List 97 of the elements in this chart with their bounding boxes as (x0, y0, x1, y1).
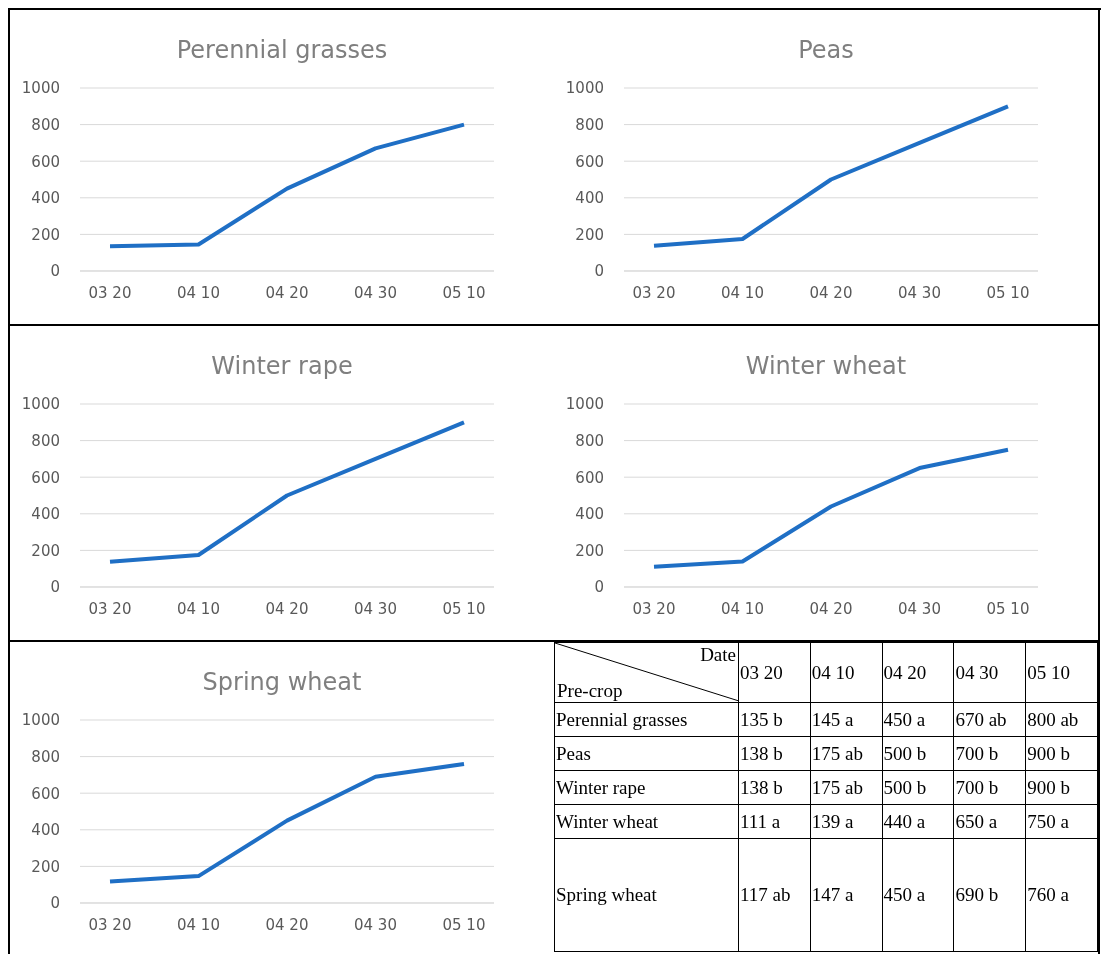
x-tick-label: 05 10 (442, 915, 486, 934)
data-label: 750 a (1025, 804, 1098, 839)
x-tick-label: 03 20 (88, 599, 132, 618)
data-label: 111 a (738, 804, 811, 839)
y-tick-label: 800 (31, 747, 60, 766)
y-tick-label: 0 (594, 578, 604, 597)
y-tick-label: 1000 (565, 79, 604, 98)
y-tick-label: 400 (575, 505, 604, 524)
x-tick-label: 04 20 (882, 642, 954, 703)
y-tick-label: 800 (575, 431, 604, 450)
y-tick-label: 800 (31, 431, 60, 450)
x-tick-label: 04 30 (354, 283, 397, 302)
x-tick-label: 04 20 (265, 915, 309, 934)
data-label: 135 b (738, 702, 811, 737)
x-tick-label: 04 10 (177, 915, 220, 934)
x-tick-label: 04 30 (898, 599, 941, 618)
data-label: 450 a (882, 838, 954, 952)
data-label: 650 a (953, 804, 1026, 839)
data-label: 147 a (810, 838, 883, 952)
chart-title: Perennial grasses (175, 35, 389, 66)
data-label: 670 ab (953, 702, 1026, 737)
x-tick-label: 04 10 (177, 283, 220, 302)
y-tick-label: 1000 (21, 395, 60, 414)
y-tick-label: 200 (31, 541, 60, 560)
y-tick-label: 400 (31, 505, 60, 524)
y-tick-label: 200 (575, 225, 604, 244)
data-label: 700 b (953, 770, 1026, 805)
x-axis-title: Date (700, 644, 736, 665)
data-label: 500 b (882, 736, 954, 771)
data-label: 700 b (953, 736, 1026, 771)
data-label: 450 a (882, 702, 954, 737)
x-tick-label: 04 30 (354, 915, 397, 934)
x-tick-label: 03 20 (632, 599, 676, 618)
y-tick-label: 200 (31, 225, 60, 244)
y-tick-label: Peas (554, 736, 739, 771)
y-tick-label: 600 (31, 152, 60, 171)
y-tick-label: 200 (31, 857, 60, 876)
x-tick-label: 04 10 (810, 642, 883, 703)
y-tick-label: 1000 (565, 395, 604, 414)
data-label: 139 a (810, 804, 883, 839)
y-tick-label: 1000 (21, 79, 60, 98)
y-tick-label: 0 (594, 262, 604, 281)
y-tick-label: 0 (50, 262, 60, 281)
data-label: 145 a (810, 702, 883, 737)
y-tick-label: 400 (31, 821, 60, 840)
y-tick-label: 600 (31, 468, 60, 487)
x-tick-label: 05 10 (442, 283, 486, 302)
y-tick-label: 1000 (21, 711, 60, 730)
y-tick-label: 400 (575, 189, 604, 208)
y-tick-label: Winter wheat (554, 804, 739, 839)
x-tick-label: 04 20 (809, 599, 853, 618)
x-tick-label: 05 10 (442, 599, 486, 618)
x-tick-label: 03 20 (632, 283, 676, 302)
y-tick-label: 0 (50, 578, 60, 597)
y-tick-label: 400 (31, 189, 60, 208)
x-tick-label: 04 20 (265, 599, 309, 618)
y-tick-label: Spring wheat (554, 838, 739, 952)
x-tick-label: 03 20 (88, 915, 132, 934)
data-label: 138 b (738, 770, 811, 805)
x-tick-label: 05 10 (1025, 642, 1098, 703)
y-axis-title: Pre-crop (557, 679, 623, 701)
y-tick-label: 600 (575, 468, 604, 487)
x-tick-label: 04 10 (721, 599, 764, 618)
x-tick-label: 04 20 (265, 283, 309, 302)
data-label: 500 b (882, 770, 954, 805)
chart-title: Spring wheat (201, 667, 363, 698)
x-tick-label: 04 30 (953, 642, 1026, 703)
x-tick-label: 03 20 (738, 642, 811, 703)
chart-title: Winter wheat (744, 351, 908, 382)
data-label: 138 b (738, 736, 811, 771)
data-label: 760 a (1025, 838, 1098, 952)
y-tick-label: 800 (31, 115, 60, 134)
x-tick-label: 04 10 (721, 283, 764, 302)
data-label: 440 a (882, 804, 954, 839)
data-label: 117 ab (738, 838, 811, 952)
data-label: 690 b (953, 838, 1026, 952)
data-label: 900 b (1025, 736, 1098, 771)
x-tick-label: 04 20 (809, 283, 853, 302)
x-tick-label: 04 30 (354, 599, 397, 618)
data-label: 175 ab (810, 770, 883, 805)
y-tick-label: 800 (575, 115, 604, 134)
x-tick-label: 05 10 (986, 283, 1030, 302)
y-tick-label: 600 (31, 784, 60, 803)
data-label: 900 b (1025, 770, 1098, 805)
x-tick-label: 04 30 (898, 283, 941, 302)
x-tick-label: 03 20 (88, 283, 132, 302)
data-label: 175 ab (810, 736, 883, 771)
y-tick-label: Perennial grasses (554, 702, 739, 737)
y-tick-label: 200 (575, 541, 604, 560)
chart-title: Winter rape (210, 351, 354, 382)
x-tick-label: 04 10 (177, 599, 220, 618)
data-label: 800 ab (1025, 702, 1098, 737)
x-tick-label: 05 10 (986, 599, 1030, 618)
y-tick-label: 600 (575, 152, 604, 171)
y-tick-label: Winter rape (554, 770, 739, 805)
y-tick-label: 0 (50, 894, 60, 913)
chart-title: Peas (797, 35, 855, 66)
